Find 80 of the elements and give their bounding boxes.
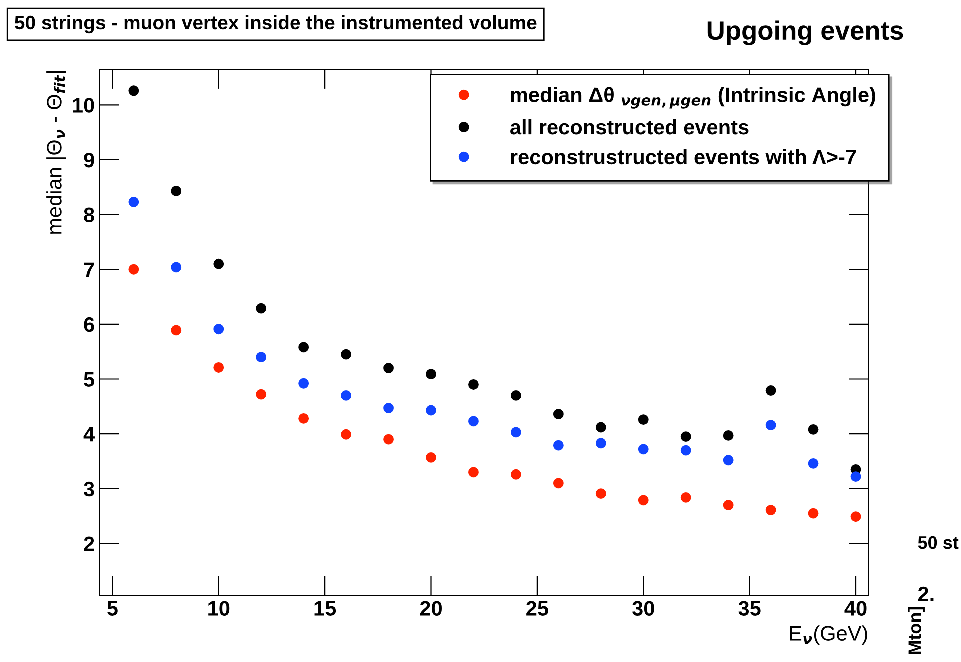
y-tick-label: 10	[73, 98, 94, 113]
legend-label: reconstrustructed events with Λ>-7	[511, 149, 856, 165]
point	[468, 380, 479, 390]
chart-title: 50 strings - muon vertex inside the instrumented volume	[15, 15, 537, 34]
point	[298, 378, 310, 389]
point	[128, 264, 140, 275]
point	[298, 342, 310, 353]
x-tick-label: 15	[314, 601, 336, 616]
point	[256, 303, 267, 314]
point	[596, 422, 606, 433]
text: Mton]	[908, 607, 925, 654]
y-tick-label: 8	[84, 208, 94, 223]
x-tick-label: 35	[738, 601, 761, 616]
point	[468, 416, 479, 427]
point	[638, 444, 649, 455]
point	[384, 434, 394, 445]
x-tick-label: 20	[420, 601, 442, 616]
y-tick-label: 9	[84, 152, 94, 168]
point	[553, 409, 564, 420]
point	[808, 458, 819, 469]
legend-label: all reconstructed events	[510, 119, 749, 135]
point	[808, 508, 819, 519]
chart-subtitle: Upgoing events	[708, 20, 904, 46]
text: 2.	[918, 586, 934, 602]
point	[808, 424, 819, 435]
point	[256, 389, 267, 400]
point	[171, 262, 182, 273]
y-axis-title: median |Θ$_{ν}$ - Θ$_{fit}$|	[46, 72, 66, 234]
point	[426, 369, 436, 380]
point	[723, 430, 734, 441]
point	[468, 467, 479, 478]
y-tick-label: 3	[84, 482, 94, 497]
y-tick-label: 2	[84, 536, 94, 552]
point	[341, 390, 352, 401]
x-axis-title: E$_{ν}$(GeV)	[790, 626, 868, 646]
point	[214, 258, 224, 270]
x-tick-label: 5	[108, 601, 118, 616]
point	[553, 478, 564, 489]
point	[766, 420, 776, 431]
point	[638, 414, 649, 426]
point	[384, 363, 394, 374]
legend-label: median Δθ $_{νgen,μgen}$ (Intrinsic Angle)	[511, 87, 876, 109]
point	[680, 432, 692, 442]
point	[128, 86, 140, 96]
point	[766, 505, 776, 516]
point	[638, 495, 649, 506]
point	[510, 469, 522, 480]
y-tick-label: 6	[84, 317, 94, 332]
point	[384, 403, 394, 414]
point	[723, 500, 734, 511]
x-tick-label: 30	[632, 601, 654, 616]
point	[723, 455, 734, 466]
point	[850, 512, 862, 522]
point	[426, 405, 436, 416]
point	[128, 196, 140, 208]
point	[766, 386, 776, 396]
point	[426, 452, 436, 463]
point	[553, 440, 564, 451]
point	[298, 414, 310, 424]
point	[680, 445, 692, 456]
point	[680, 492, 692, 503]
point	[596, 488, 606, 500]
point	[850, 472, 862, 482]
y-tick-label: 5	[84, 372, 95, 388]
point	[341, 429, 352, 440]
y-tick-label: 7	[84, 262, 94, 278]
point	[171, 325, 182, 336]
x-tick-label: 40	[844, 601, 867, 616]
x-tick-label: 10	[208, 601, 230, 616]
point	[510, 427, 522, 438]
point	[510, 390, 522, 401]
point	[256, 352, 267, 363]
point	[171, 186, 182, 196]
point	[596, 438, 606, 449]
y-tick-label: 4	[84, 427, 95, 442]
x-tick-label: 25	[526, 601, 548, 616]
text: 50 st	[918, 536, 959, 550]
point	[341, 349, 352, 360]
point	[214, 324, 224, 335]
point	[214, 362, 224, 373]
